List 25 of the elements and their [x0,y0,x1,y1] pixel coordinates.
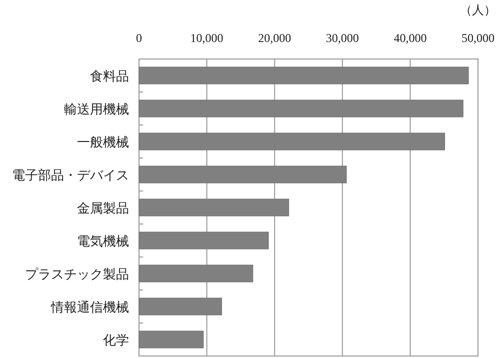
bar [138,166,347,184]
y-tick-label: 輸送用機械 [64,102,129,116]
y-tick-label: プラスチック製品 [25,266,129,282]
y-tick-label: 食料品 [90,68,129,84]
y-tick-label: 情報通信機械 [50,300,129,314]
x-tick-label: 30,000 [326,31,359,45]
bar [138,232,269,250]
x-tick-label: 40,000 [394,31,427,45]
y-tick-label: 化学 [103,332,129,348]
y-tick-label: 一般機械 [77,134,129,150]
bar [138,264,254,282]
bar [138,330,204,348]
bar [138,66,469,84]
y-tick-label: 電気機械 [77,234,129,248]
bar [138,298,222,316]
y-tick-label: 金属製品 [77,200,129,216]
y-tick-label: 電子部品・デバイス [12,168,129,182]
x-tick-label: 20,000 [258,31,292,45]
x-tick-label: 50,000 [462,31,494,45]
x-tick-label: 10,000 [190,31,224,45]
bar [138,198,290,216]
x-tick-label: 0 [136,31,142,45]
bar [138,100,464,118]
x-axis-title: （人） [460,3,496,17]
bar [138,132,446,150]
